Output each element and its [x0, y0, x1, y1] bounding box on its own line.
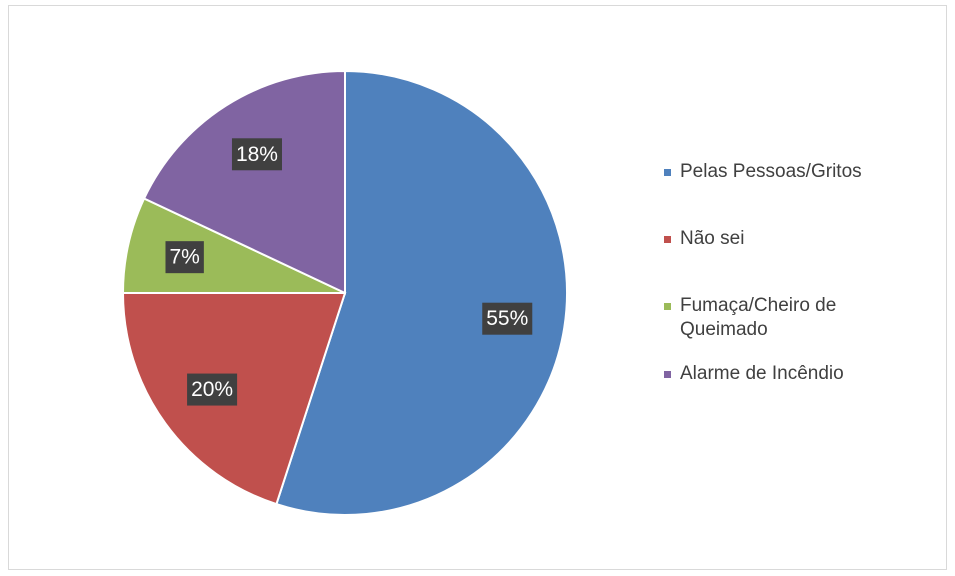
- legend-item: Alarme de Incêndio: [664, 362, 870, 386]
- legend-swatch: [664, 236, 671, 243]
- pie-slice: [275, 69, 568, 516]
- legend: Pelas Pessoas/Gritos Não sei Fumaça/Cheiro…: [664, 160, 924, 386]
- data-label-text: 20%: [191, 378, 233, 401]
- legend-item: Pelas Pessoas/Gritos: [664, 160, 870, 184]
- legend-label: Não sei: [680, 228, 745, 249]
- data-label-text: 18%: [236, 143, 278, 166]
- data-label: 7%: [165, 241, 204, 274]
- legend-label: Alarme de Incêndio: [680, 363, 844, 384]
- legend-item: Fumaça/Cheiro de Queimado: [664, 294, 870, 342]
- data-label: 18%: [231, 138, 282, 171]
- data-label: 20%: [187, 373, 238, 406]
- data-label-box: [187, 373, 238, 406]
- data-label-text: 55%: [486, 307, 528, 330]
- legend-swatch: [664, 169, 671, 176]
- data-label: 55%: [482, 302, 533, 335]
- data-label-box: [231, 138, 282, 171]
- data-label-box: [482, 302, 533, 335]
- data-label-box: [165, 241, 204, 274]
- data-label-text: 7%: [169, 246, 199, 269]
- legend-swatch: [664, 371, 671, 378]
- legend-item: Não sei: [664, 227, 870, 251]
- pie-slice: [142, 69, 346, 295]
- legend-label: Fumaça/Cheiro de Queimado: [680, 295, 837, 340]
- legend-label: Pelas Pessoas/Gritos: [680, 161, 862, 182]
- legend-swatch: [664, 303, 671, 310]
